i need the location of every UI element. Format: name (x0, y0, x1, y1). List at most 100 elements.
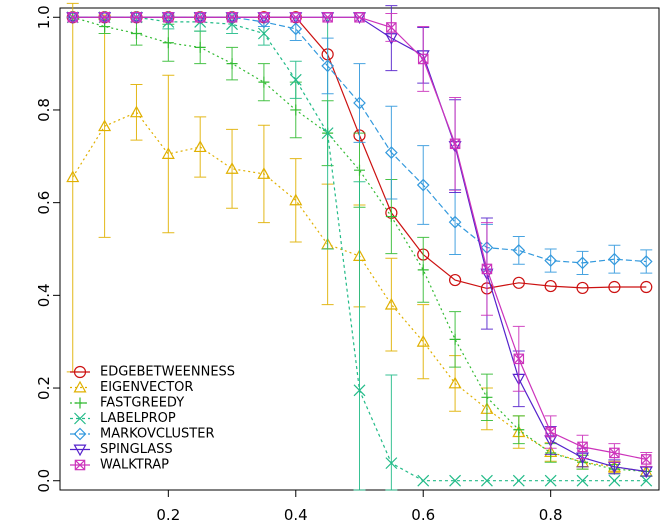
walktrap-point (99, 11, 110, 23)
legend-label-edgebetweenness: EDGEBETWEENNESS (100, 365, 235, 380)
walktrap-point (386, 22, 397, 33)
markovcluster-errorbar (512, 235, 525, 265)
walktrap-point (226, 11, 238, 23)
eigenvector-point (66, 170, 80, 183)
labelprop-point (608, 474, 621, 487)
walktrap-point (609, 447, 620, 459)
legend-marker-spinglass (73, 444, 87, 457)
legend-marker-markovcluster (73, 427, 87, 441)
legend-marker-edgebetweenness (73, 365, 87, 379)
walktrap-point-cross (577, 441, 588, 452)
legend-item-spinglass: SPINGLASS (70, 442, 173, 457)
markovcluster-point (639, 255, 653, 268)
markovcluster-point (289, 22, 303, 36)
edgebetweenness-point (608, 280, 621, 294)
eigenvector-point (193, 140, 207, 153)
walktrap-point (258, 11, 270, 23)
legend-marker-eigenvector (73, 380, 87, 393)
eigenvector-point (448, 376, 462, 389)
walktrap-point (322, 11, 333, 23)
eigenvector-point (384, 297, 398, 310)
markovcluster-point (544, 254, 558, 267)
markovcluster-point (512, 244, 526, 257)
y-tick-label: 0.0 (35, 469, 53, 493)
walktrap-point (640, 454, 652, 465)
labelprop-errorbar (385, 374, 398, 491)
fastgreedy-point (354, 164, 365, 176)
fastgreedy-point (258, 76, 270, 88)
eigenvector-errorbar (162, 74, 175, 234)
eigenvector-point (416, 334, 430, 347)
walktrap-point (354, 11, 365, 23)
edgebetweenness-point (576, 281, 589, 295)
fastgreedy-point (385, 211, 397, 223)
walktrap-point-cross (99, 12, 110, 23)
fastgreedy-point (290, 104, 302, 116)
markovcluster-point (257, 15, 271, 29)
legend-label-eigenvector: EIGENVECTOR (100, 380, 193, 395)
markovcluster-errorbar (353, 63, 366, 143)
fastgreedy-point (449, 333, 461, 345)
walktrap-point-cross (418, 53, 429, 65)
walktrap-point-cross (195, 12, 206, 23)
eigenvector-errorbar (417, 304, 430, 380)
fastgreedy-point (226, 58, 238, 70)
fastgreedy-point (194, 41, 206, 53)
markovcluster-point (608, 252, 621, 266)
x-tick-label: 0.2 (156, 506, 180, 524)
walktrap-point-cross (386, 22, 397, 33)
walktrap-point (290, 11, 302, 23)
markovcluster-point (448, 215, 462, 229)
fastgreedy-point (417, 264, 429, 276)
fastgreedy-point (513, 424, 525, 436)
labelprop-point (353, 384, 366, 397)
fastgreedy-point (130, 27, 142, 39)
legend-item-walktrap: WALKTRAP (70, 458, 169, 473)
legend-marker-walktrap-cross (74, 459, 86, 471)
legend-label-spinglass: SPINGLASS (100, 442, 173, 457)
legend-label-labelprop: LABELPROP (100, 411, 176, 426)
y-tick-label: 0.4 (35, 283, 53, 307)
legend-item-eigenvector: EIGENVECTOR (70, 380, 193, 395)
walktrap-point-cross (322, 12, 333, 23)
walktrap-point (513, 353, 525, 365)
y-tick-label: 0.6 (35, 191, 53, 215)
labelprop-point (512, 474, 525, 487)
legend-label-walktrap: WALKTRAP (100, 458, 169, 473)
legend-item-labelprop: LABELPROP (70, 411, 176, 426)
eigenvector-errorbar (289, 158, 302, 243)
walktrap-point-cross (449, 138, 461, 149)
walktrap-point-cross (258, 12, 270, 23)
walktrap-point-cross (131, 12, 142, 23)
walktrap-point-cross (290, 12, 301, 23)
eigenvector-errorbar (226, 128, 239, 209)
walktrap-point-cross (226, 12, 238, 23)
fastgreedy-point (481, 391, 493, 403)
labelprop-point (321, 127, 334, 140)
spinglass-point (639, 466, 653, 479)
eigenvector-errorbar (130, 83, 143, 141)
markovcluster-point (416, 178, 430, 192)
labelprop-point (417, 474, 430, 487)
labelprop-point (289, 73, 302, 86)
markovcluster-point (321, 59, 334, 73)
legend-item-edgebetweenness: EDGEBETWEENNESS (70, 365, 235, 380)
y-tick-label: 1.0 (35, 5, 53, 29)
eigenvector-point (225, 162, 239, 174)
walktrap-point (449, 138, 461, 150)
walktrap-point (481, 263, 493, 275)
walktrap-point (194, 11, 206, 23)
eigenvector-errorbar (385, 257, 398, 352)
walktrap-point (545, 426, 556, 438)
walktrap-point-cross (163, 12, 174, 23)
walktrap-point-cross (641, 454, 652, 465)
legend-label-markovcluster: MARKOVCLUSTER (100, 427, 214, 442)
labelprop-point (640, 474, 653, 487)
fastgreedy-point (162, 37, 174, 49)
eigenvector-point (98, 119, 112, 132)
walktrap-point-cross (609, 447, 620, 459)
eigenvector-point (129, 105, 143, 118)
x-tick-label: 0.8 (539, 506, 563, 524)
edgebetweenness-point (640, 280, 653, 294)
